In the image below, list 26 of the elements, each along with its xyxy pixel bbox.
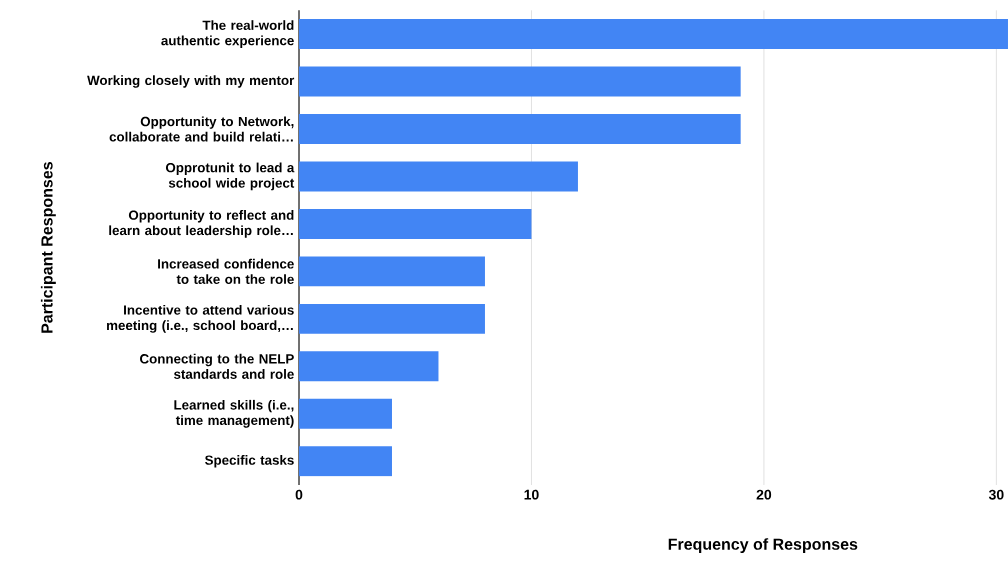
x-tick-label: 10: [524, 489, 539, 500]
y-tick-label: Opprotunit to lead a school wide project: [165, 162, 295, 191]
bar: [299, 351, 439, 382]
y-tick-label: Increased confidence to take on the role: [158, 258, 294, 284]
bar: [299, 19, 1008, 50]
y-tick-label: Specific tasks: [204, 455, 294, 468]
x-tick-label: 0: [295, 489, 303, 500]
x-tick-label: 30: [988, 489, 1004, 500]
bar: [299, 66, 741, 97]
y-axis-title: Participant Responses: [40, 162, 56, 333]
y-tick-label: Connecting to the NELP standards and role: [140, 353, 294, 379]
y-tick-label: Working closely with my mentor: [87, 75, 295, 88]
bar: [299, 208, 532, 239]
bar: [299, 303, 485, 334]
x-tick-label: 20: [756, 489, 772, 500]
y-tick-label: Opportunity to Network, collaborate and build relati…: [109, 116, 294, 142]
y-tick-label: Incentive to attend various meeting (i.e., school board,…: [107, 304, 294, 333]
y-tick-label: The real-world authentic experience: [161, 20, 294, 48]
bar: [299, 398, 392, 429]
bar: [299, 446, 392, 477]
bar: [299, 256, 485, 287]
bar: [299, 114, 741, 144]
x-axis-title: Frequency of Responses: [668, 538, 858, 554]
bar: [299, 161, 578, 192]
y-tick-label: Opportunity to reflect and learn about leadership role…: [109, 210, 294, 238]
y-tick-label: Learned skills (i.e., time management): [174, 399, 294, 428]
